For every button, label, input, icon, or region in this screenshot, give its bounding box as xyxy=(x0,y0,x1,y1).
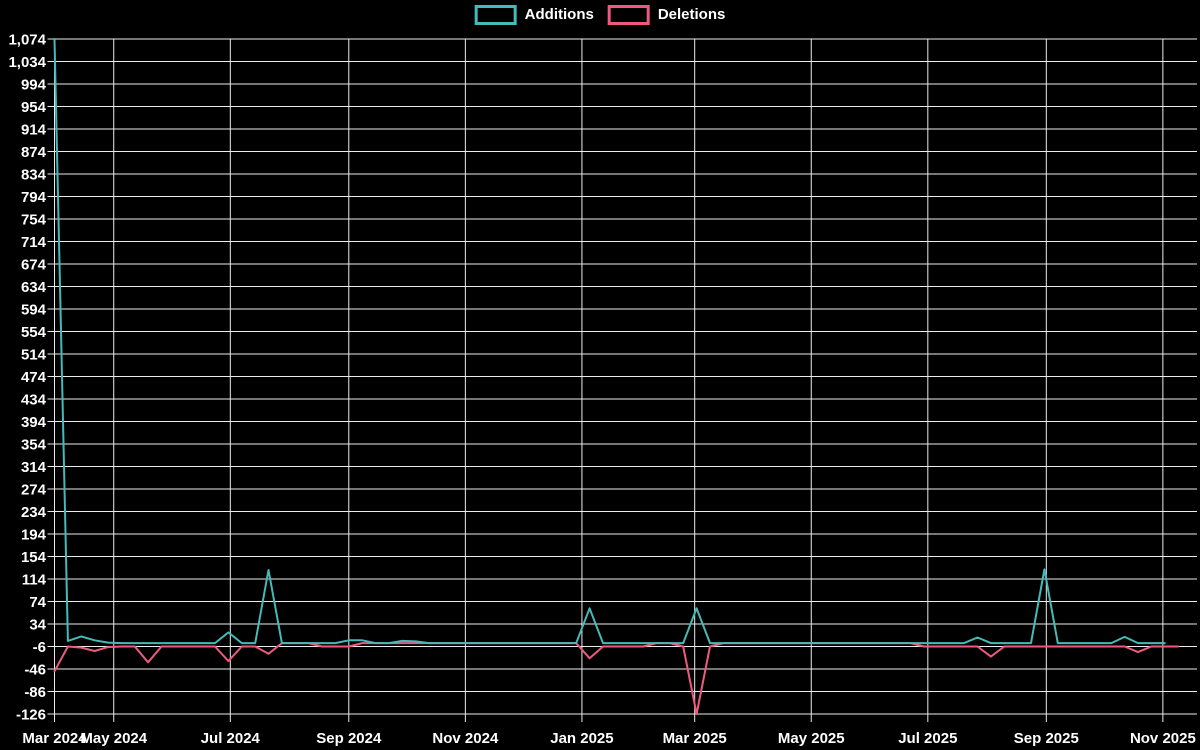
x-tick-label: Mar 2025 xyxy=(663,730,727,747)
y-tick-label: 554 xyxy=(21,324,47,341)
legend-additions-label: Additions xyxy=(524,6,594,23)
y-tick-label: -6 xyxy=(33,639,46,656)
legend-deletions-label: Deletions xyxy=(657,6,726,23)
x-tick-label: Jul 2024 xyxy=(201,730,261,747)
legend-item-deletions[interactable]: Deletions xyxy=(607,5,726,25)
x-tick-label: Mar 2024 xyxy=(22,730,87,747)
x-tick-label: Nov 2024 xyxy=(432,730,499,747)
y-tick-label: 114 xyxy=(22,572,47,589)
y-tick-label: 274 xyxy=(21,482,47,499)
deletions-swatch-icon xyxy=(607,5,650,25)
y-tick-label: 434 xyxy=(21,392,47,409)
x-tick-label: May 2024 xyxy=(80,730,147,747)
x-tick-label: Sep 2024 xyxy=(316,730,382,747)
y-tick-label: 874 xyxy=(21,144,47,161)
x-tick-label: Jul 2025 xyxy=(898,730,957,747)
y-tick-label: 474 xyxy=(21,369,47,386)
y-tick-label: 674 xyxy=(21,257,47,274)
deletions-line xyxy=(53,642,1180,715)
y-tick-label: 154 xyxy=(21,549,47,566)
chart-legend: Additions Deletions xyxy=(474,5,726,25)
y-tick-label: 234 xyxy=(21,504,47,521)
y-axis-labels: 1,074 1,034 994 954 914 874 834 794 754 714 674 634… xyxy=(8,32,46,724)
y-tick-label: 394 xyxy=(21,414,47,431)
y-tick-label: 634 xyxy=(21,279,47,296)
y-tick-label: -126 xyxy=(16,707,46,724)
y-tick-label: 914 xyxy=(21,122,47,139)
y-tick-label: 34 xyxy=(29,617,46,634)
y-tick-label: 994 xyxy=(21,77,47,94)
x-tick-label: May 2025 xyxy=(778,730,845,747)
additions-swatch-icon xyxy=(474,5,517,25)
y-tick-label: 514 xyxy=(21,347,47,364)
y-tick-label: 754 xyxy=(21,212,47,229)
y-tick-label: -86 xyxy=(24,684,46,701)
y-tick-label: 1,074 xyxy=(8,32,46,49)
y-tick-label: 194 xyxy=(21,527,47,544)
legend-item-additions[interactable]: Additions xyxy=(474,5,594,25)
y-tick-label: 794 xyxy=(21,189,47,206)
y-tick-label: 1,034 xyxy=(8,54,46,71)
x-tick-label: Sep 2025 xyxy=(1014,730,1079,747)
y-tick-label: 74 xyxy=(29,594,46,611)
additions-line xyxy=(53,38,1166,645)
x-tick-label: Jan 2025 xyxy=(550,730,613,747)
y-tick-label: -46 xyxy=(24,662,46,679)
x-tick-label: Nov 2025 xyxy=(1130,730,1196,747)
y-tick-label: 834 xyxy=(21,167,47,184)
y-tick-label: 314 xyxy=(21,459,47,476)
gridlines xyxy=(47,38,1197,722)
y-tick-label: 714 xyxy=(21,234,47,251)
y-tick-label: 354 xyxy=(21,437,47,454)
y-tick-label: 594 xyxy=(21,302,47,319)
y-tick-label: 954 xyxy=(21,99,47,116)
